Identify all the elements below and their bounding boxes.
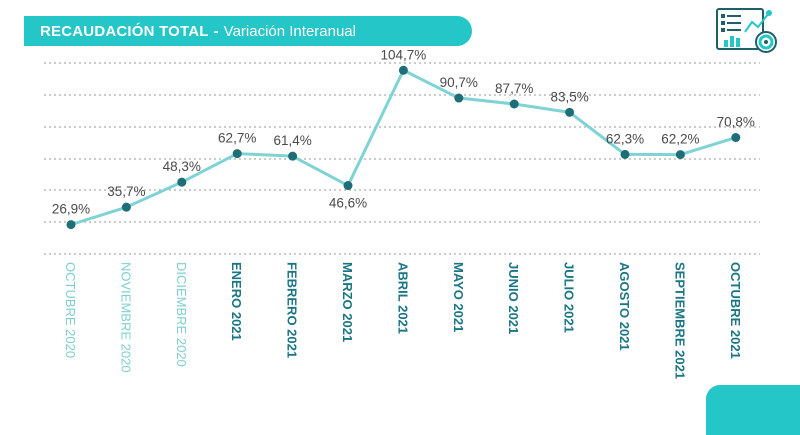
report-dashboard-icon — [716, 8, 777, 53]
data-point — [177, 177, 187, 187]
x-tick-label: MAYO 2021 — [451, 262, 466, 332]
data-label: 62,7% — [218, 131, 256, 146]
x-tick-label: JULIO 2021 — [562, 262, 577, 333]
series-line — [70, 68, 737, 227]
x-tick-label: SEPTIEMBRE 2021 — [672, 262, 687, 379]
header-title: RECAUDACIÓN TOTAL — [40, 22, 209, 40]
data-label: 83,5% — [550, 89, 588, 104]
data-point — [232, 149, 242, 159]
x-tick-label: OCTUBRE 2021 — [728, 262, 743, 359]
data-point — [121, 202, 131, 212]
line-chart: 26,9% 35,7% 48,3% 62,7% 61,4% 46,6% 104,7% 90,7… — [44, 47, 760, 379]
x-tick-label: MARZO 2021 — [340, 262, 355, 342]
data-point — [509, 99, 519, 109]
x-tick-label: ABRIL 2021 — [395, 262, 410, 334]
data-label: 70,8% — [717, 115, 755, 130]
data-label: 62,2% — [661, 132, 699, 147]
data-label: 61,4% — [273, 133, 311, 148]
data-point — [454, 93, 464, 103]
data-point — [66, 220, 76, 230]
data-label: 62,3% — [606, 131, 644, 146]
x-tick-label: AGOSTO 2021 — [617, 262, 632, 351]
data-label: 87,7% — [495, 81, 533, 96]
x-tick-label: ENERO 2021 — [229, 262, 244, 341]
data-label: 104,7% — [381, 47, 427, 62]
data-point — [675, 150, 685, 160]
data-label: 90,7% — [440, 75, 478, 90]
header-title-bar: RECAUDACIÓN TOTAL - Variación Interanual — [24, 16, 472, 46]
data-point — [731, 133, 741, 143]
header-separator: - — [213, 22, 219, 40]
data-label: 46,6% — [329, 196, 367, 211]
x-tick-label: FEBRERO 2021 — [285, 262, 300, 358]
data-point — [398, 65, 408, 75]
header-subtitle: Variación Interanual — [223, 22, 356, 40]
x-tick-label: NOVIEMBRE 2020 — [118, 262, 133, 373]
data-point — [343, 181, 353, 191]
data-point — [565, 107, 575, 117]
x-tick-label: DICIEMBRE 2020 — [174, 262, 189, 367]
x-tick-label: OCTUBRE 2020 — [63, 262, 78, 358]
data-point — [288, 151, 298, 161]
x-tick-label: JUNIO 2021 — [506, 262, 521, 334]
data-label: 35,7% — [107, 184, 145, 199]
data-point — [620, 149, 630, 159]
data-label: 26,9% — [52, 202, 90, 217]
data-label: 48,3% — [163, 159, 201, 174]
